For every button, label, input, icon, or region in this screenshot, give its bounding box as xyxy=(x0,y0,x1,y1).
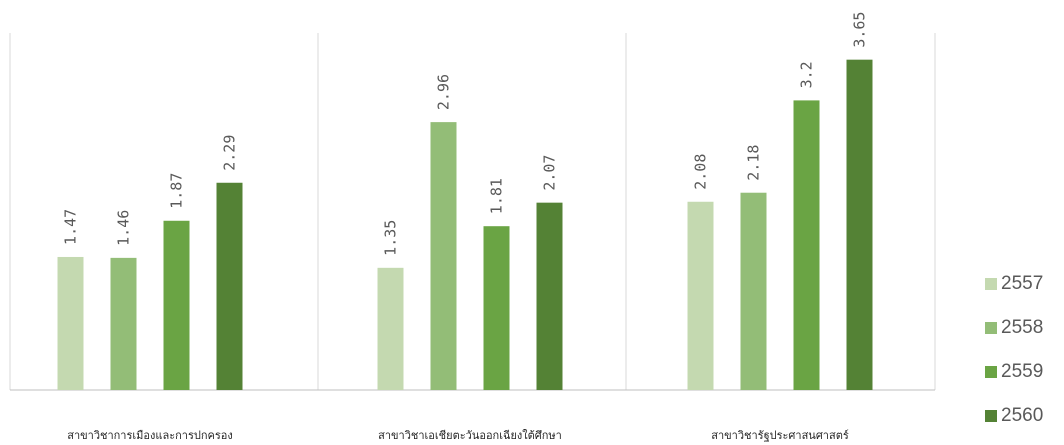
bar-2558-cat2 xyxy=(740,192,767,390)
value-label-2559-cat0: 1.87 xyxy=(168,173,186,209)
legend: 2557 2558 2559 2560 xyxy=(985,262,1064,438)
legend-item-2559: 2559 xyxy=(985,350,1064,394)
category-label-2: สาขาวิชารัฐประศาสนศาสตร์ xyxy=(711,429,849,442)
category-label-1: สาขาวิชาเอเชียตะวันออกเฉียงใต้ศึกษา xyxy=(378,429,562,442)
legend-item-2557: 2557 xyxy=(985,262,1064,306)
value-label-2557-cat1: 1.35 xyxy=(382,220,400,256)
value-label-2560-cat2: 3.65 xyxy=(851,12,869,48)
bar-2558-cat1 xyxy=(430,122,457,391)
bar-2559-cat2 xyxy=(793,100,820,391)
value-label-2559-cat2: 3.2 xyxy=(798,61,816,88)
bar-2560-cat0 xyxy=(216,182,243,390)
value-labels: 1.47 1.46 1.87 2.29 1.35 2.96 1.81 2.07 2.08 2.18… xyxy=(62,12,869,256)
legend-swatch-2558 xyxy=(985,322,997,334)
legend-label-2558: 2558 xyxy=(1001,317,1044,338)
legend-label-2557: 2557 xyxy=(1001,273,1044,294)
category-labels: สาขาวิชาการเมืองและการปกครอง สาขาวิชาเอเช… xyxy=(67,429,849,442)
value-label-2557-cat2: 2.08 xyxy=(692,154,710,190)
value-label-2558-cat1: 2.96 xyxy=(435,74,453,110)
bar-2558-cat0 xyxy=(110,257,137,390)
bar-chart: 1.47 1.46 1.87 2.29 1.35 2.96 1.81 2.07 2.08 2.18… xyxy=(9,12,936,442)
legend-item-2560: 2560 xyxy=(985,394,1064,438)
legend-label-2559: 2559 xyxy=(1001,361,1044,382)
value-label-2558-cat0: 1.46 xyxy=(115,210,133,246)
bar-2559-cat0 xyxy=(163,220,190,390)
legend-label-2560: 2560 xyxy=(1001,405,1044,426)
bar-2560-cat1 xyxy=(536,202,563,390)
bar-2560-cat2 xyxy=(846,59,873,391)
bars xyxy=(57,59,873,391)
value-label-2560-cat0: 2.29 xyxy=(221,135,239,171)
value-label-2557-cat0: 1.47 xyxy=(62,209,80,245)
category-label-0: สาขาวิชาการเมืองและการปกครอง xyxy=(67,429,233,442)
legend-swatch-2557 xyxy=(985,278,997,290)
legend-swatch-2560 xyxy=(985,410,997,422)
bar-2557-cat2 xyxy=(687,201,714,390)
legend-swatch-2559 xyxy=(985,366,997,378)
legend-item-2558: 2558 xyxy=(985,306,1064,350)
value-label-2558-cat2: 2.18 xyxy=(745,145,763,181)
bar-2559-cat1 xyxy=(483,226,510,390)
value-label-2560-cat1: 2.07 xyxy=(541,155,559,191)
bar-2557-cat1 xyxy=(377,267,404,390)
bar-2557-cat0 xyxy=(57,256,84,390)
value-label-2559-cat1: 1.81 xyxy=(488,178,506,214)
